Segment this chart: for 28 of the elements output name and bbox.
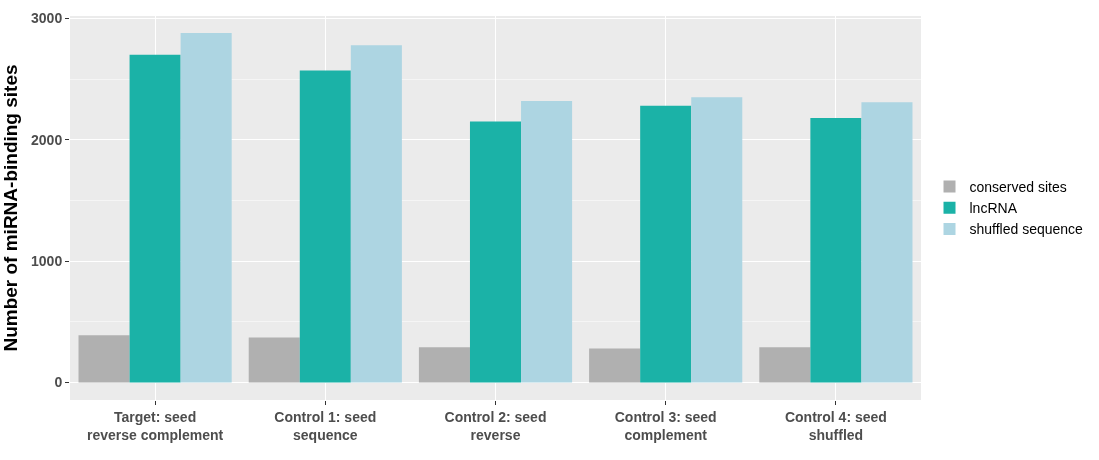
bar bbox=[640, 105, 692, 383]
bar bbox=[248, 337, 300, 383]
y-axis-title: Number of miRNA-binding sites bbox=[0, 64, 21, 352]
bar bbox=[759, 347, 811, 383]
bar bbox=[469, 121, 522, 383]
legend-label: shuffled sequence bbox=[969, 221, 1084, 238]
x-tick-label: Control 2: seed reverse bbox=[444, 408, 547, 443]
y-tick-label: 2000 bbox=[31, 131, 63, 148]
x-tick-label: Control 1: seed sequence bbox=[274, 408, 377, 443]
bar bbox=[589, 348, 641, 383]
bar bbox=[78, 335, 130, 383]
legend-label: conserved sites bbox=[969, 179, 1067, 196]
bar bbox=[418, 347, 470, 383]
x-tick-label: Control 4: seed shuffled bbox=[784, 408, 887, 443]
bar bbox=[180, 32, 232, 383]
legend-label: lncRNA bbox=[969, 200, 1018, 217]
x-tick-label: Control 3: seed complement bbox=[614, 408, 717, 443]
bar bbox=[350, 45, 402, 383]
bar bbox=[299, 70, 351, 383]
x-tick-label: Target: seed reverse complement bbox=[87, 408, 224, 443]
bar bbox=[861, 102, 913, 383]
bar bbox=[129, 54, 181, 383]
y-tick-label: 1000 bbox=[31, 253, 63, 270]
bar bbox=[691, 97, 743, 383]
bar bbox=[810, 117, 862, 383]
bar bbox=[521, 100, 573, 383]
y-tick-label: 0 bbox=[54, 374, 63, 391]
y-tick-label: 3000 bbox=[31, 10, 63, 27]
